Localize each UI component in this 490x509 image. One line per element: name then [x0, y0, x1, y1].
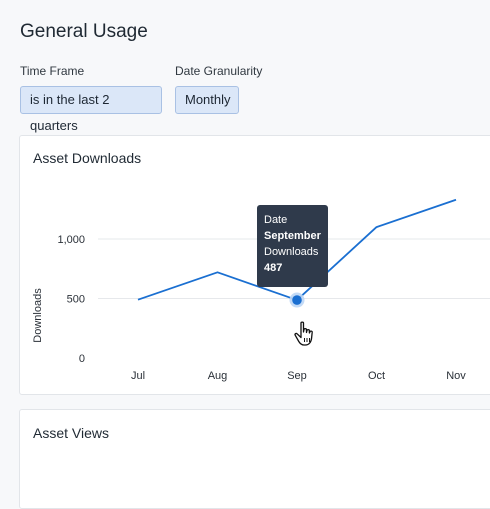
asset-downloads-title: Asset Downloads — [33, 150, 142, 166]
x-tick-label: Nov — [446, 370, 466, 382]
x-tick-label: Aug — [208, 370, 228, 382]
y-tick-label: 500 — [67, 294, 85, 306]
tooltip-date-value: September — [264, 230, 321, 242]
x-tick-label: Jul — [131, 370, 145, 382]
y-tick-label: 1,000 — [57, 234, 85, 246]
y-axis-title: Downloads — [32, 288, 44, 343]
time-frame-filter[interactable]: is in the last 2 quarters — [20, 86, 162, 133]
time-frame-label: Time Frame — [20, 64, 85, 78]
y-tick-label: 0 — [79, 353, 85, 365]
hand-pointer-icon — [294, 321, 313, 346]
asset-downloads-chart: 0 500 1,000 Downloads Jul Aug Sep Oct Nov — [32, 198, 490, 382]
tooltip-metric-label: Downloads — [264, 246, 319, 258]
page-title: General Usage — [20, 21, 148, 42]
asset-downloads-card: Asset Downloads — [19, 135, 490, 395]
asset-views-title: Asset Views — [33, 425, 109, 441]
tooltip-metric-value: 487 — [264, 262, 283, 274]
x-tick-label: Oct — [368, 370, 385, 382]
x-tick-label: Sep — [287, 370, 307, 382]
asset-views-card: Asset Views — [19, 409, 490, 509]
date-granularity-filter[interactable]: Monthly — [175, 86, 239, 114]
tooltip-date-label: Date — [264, 214, 288, 226]
date-granularity-label: Date Granularity — [175, 64, 263, 78]
highlight-point — [292, 295, 302, 305]
chart-tooltip: Date September Downloads 487 — [257, 205, 328, 287]
